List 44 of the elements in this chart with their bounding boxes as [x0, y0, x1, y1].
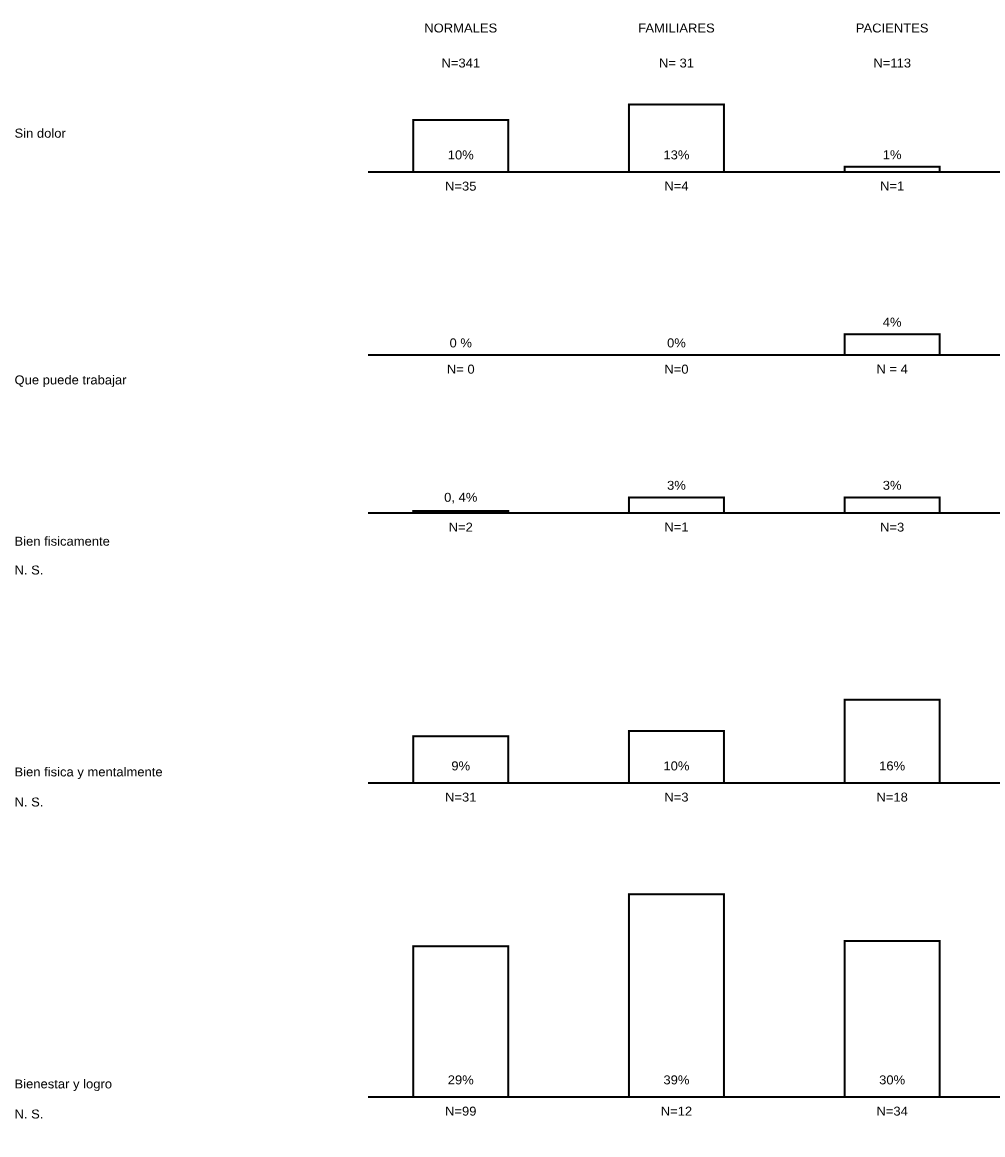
text: N=18	[877, 792, 908, 802]
text: N=3	[665, 792, 688, 802]
text: N=4	[665, 181, 689, 191]
text: N = 4	[877, 364, 908, 374]
text: N=2	[449, 522, 473, 532]
data-label: 3%	[883, 480, 902, 490]
data-label: 4%	[883, 317, 902, 327]
data-label: 16%	[880, 761, 905, 771]
data-label: 0%	[667, 338, 686, 348]
data-label: 10%	[448, 150, 474, 160]
data-label: 1%	[883, 150, 902, 160]
data-label: 13%	[664, 150, 689, 160]
data-label: 0 %	[450, 338, 472, 348]
text: N=113	[874, 58, 911, 68]
text: N= 0	[447, 364, 475, 374]
y-axis-title: Bienestar y logro	[15, 1078, 112, 1092]
text: N=99	[446, 1106, 476, 1116]
text: N. S.	[15, 797, 43, 807]
text: N=0	[665, 364, 689, 374]
text: N=31	[446, 792, 476, 802]
data-label: 29%	[448, 1075, 474, 1085]
y-axis-title: Que puede trabajar	[15, 374, 127, 388]
x-tick-label: PACIENTES	[856, 23, 928, 33]
text: N=34	[877, 1106, 908, 1116]
text: N. S.	[15, 565, 43, 575]
x-tick-label: FAMILIARES	[639, 23, 715, 33]
text: N=3	[881, 522, 904, 532]
data-label: 9%	[451, 761, 470, 771]
text: N=1	[665, 522, 688, 532]
data-label: 0, 4%	[444, 492, 477, 504]
data-label: 3%	[667, 480, 686, 490]
text: N=1	[881, 181, 904, 191]
text: N=35	[446, 181, 476, 191]
text: N=12	[661, 1106, 692, 1116]
text: N=341	[442, 58, 480, 68]
y-axis-title: Sin dolor	[15, 128, 66, 138]
text: N= 31	[660, 58, 694, 68]
data-label: 30%	[879, 1075, 905, 1085]
data-label: 10%	[664, 761, 689, 771]
y-axis-title: Bien fisicamente	[15, 536, 110, 546]
data-label: 39%	[663, 1075, 689, 1085]
text: N. S.	[15, 1109, 43, 1119]
x-tick-label: NORMALES	[425, 23, 497, 33]
y-axis-title: Bien fisica y mentalmente	[15, 766, 163, 780]
